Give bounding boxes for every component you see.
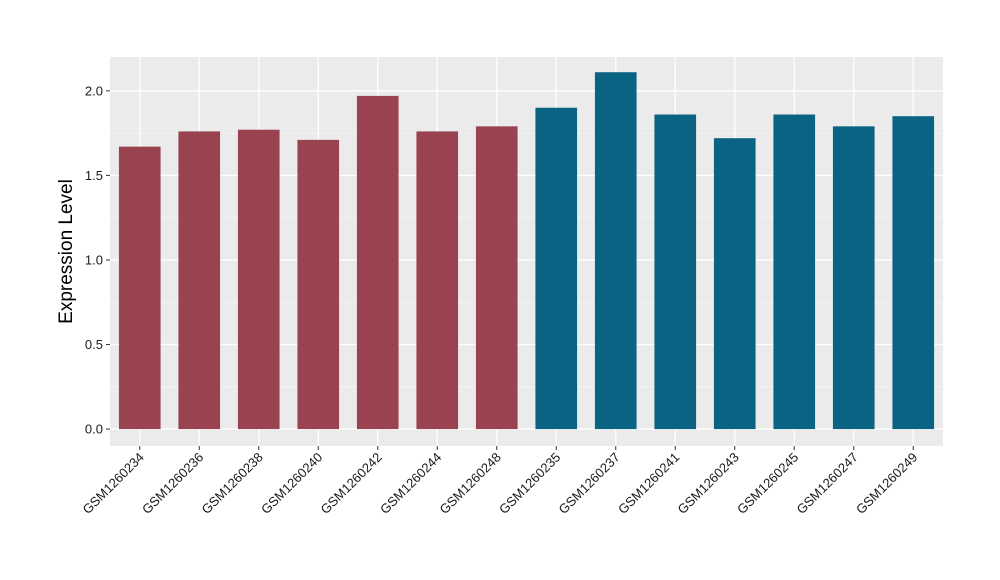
bar-GSM1260244 (416, 131, 459, 430)
x-tick-label: GSM1260244 (377, 450, 444, 517)
bar-GSM1260234 (118, 146, 161, 430)
bar-GSM1260245 (773, 114, 816, 430)
x-tick-label: GSM1260243 (675, 450, 742, 517)
bar-GSM1260238 (237, 129, 280, 430)
x-tick-label: GSM1260234 (80, 450, 147, 517)
y-tick-label: 0.5 (85, 337, 103, 352)
x-tick-label: GSM1260236 (139, 450, 206, 517)
x-tick-label: GSM1260237 (556, 450, 623, 517)
bars (118, 72, 935, 430)
x-tick-label: GSM1260242 (318, 450, 385, 517)
bar-GSM1260247 (832, 126, 875, 430)
x-tick-label: GSM1260248 (437, 450, 504, 517)
bar-GSM1260235 (535, 107, 578, 430)
x-axis: GSM1260234GSM1260236GSM1260238GSM1260240… (80, 446, 920, 517)
bar-GSM1260242 (356, 95, 399, 430)
y-axis-title: Expression Level (56, 179, 77, 324)
x-tick-label: GSM1260247 (794, 450, 861, 517)
x-tick-label: GSM1260240 (258, 450, 325, 517)
bar-GSM1260236 (178, 131, 221, 430)
bar-GSM1260237 (594, 72, 637, 430)
x-tick-label: GSM1260249 (853, 450, 920, 517)
y-axis: 0.0 0.5 1.0 1.5 2.0 (85, 83, 110, 437)
bar-GSM1260241 (654, 114, 697, 430)
x-tick-label: GSM1260235 (496, 450, 563, 517)
y-tick-label: 2.0 (85, 83, 103, 98)
y-tick-label: 1.5 (85, 168, 103, 183)
bar-GSM1260248 (475, 126, 518, 430)
x-tick-label: GSM1260238 (199, 450, 266, 517)
bar-GSM1260240 (297, 139, 340, 430)
x-tick-label: GSM1260245 (734, 450, 801, 517)
bar-GSM1260249 (892, 116, 935, 430)
y-tick-label: 0.0 (85, 422, 103, 437)
y-tick-label: 1.0 (85, 252, 103, 267)
bar-GSM1260243 (713, 138, 756, 430)
plot-panel (110, 57, 943, 446)
x-tick-label: GSM1260241 (615, 450, 682, 517)
